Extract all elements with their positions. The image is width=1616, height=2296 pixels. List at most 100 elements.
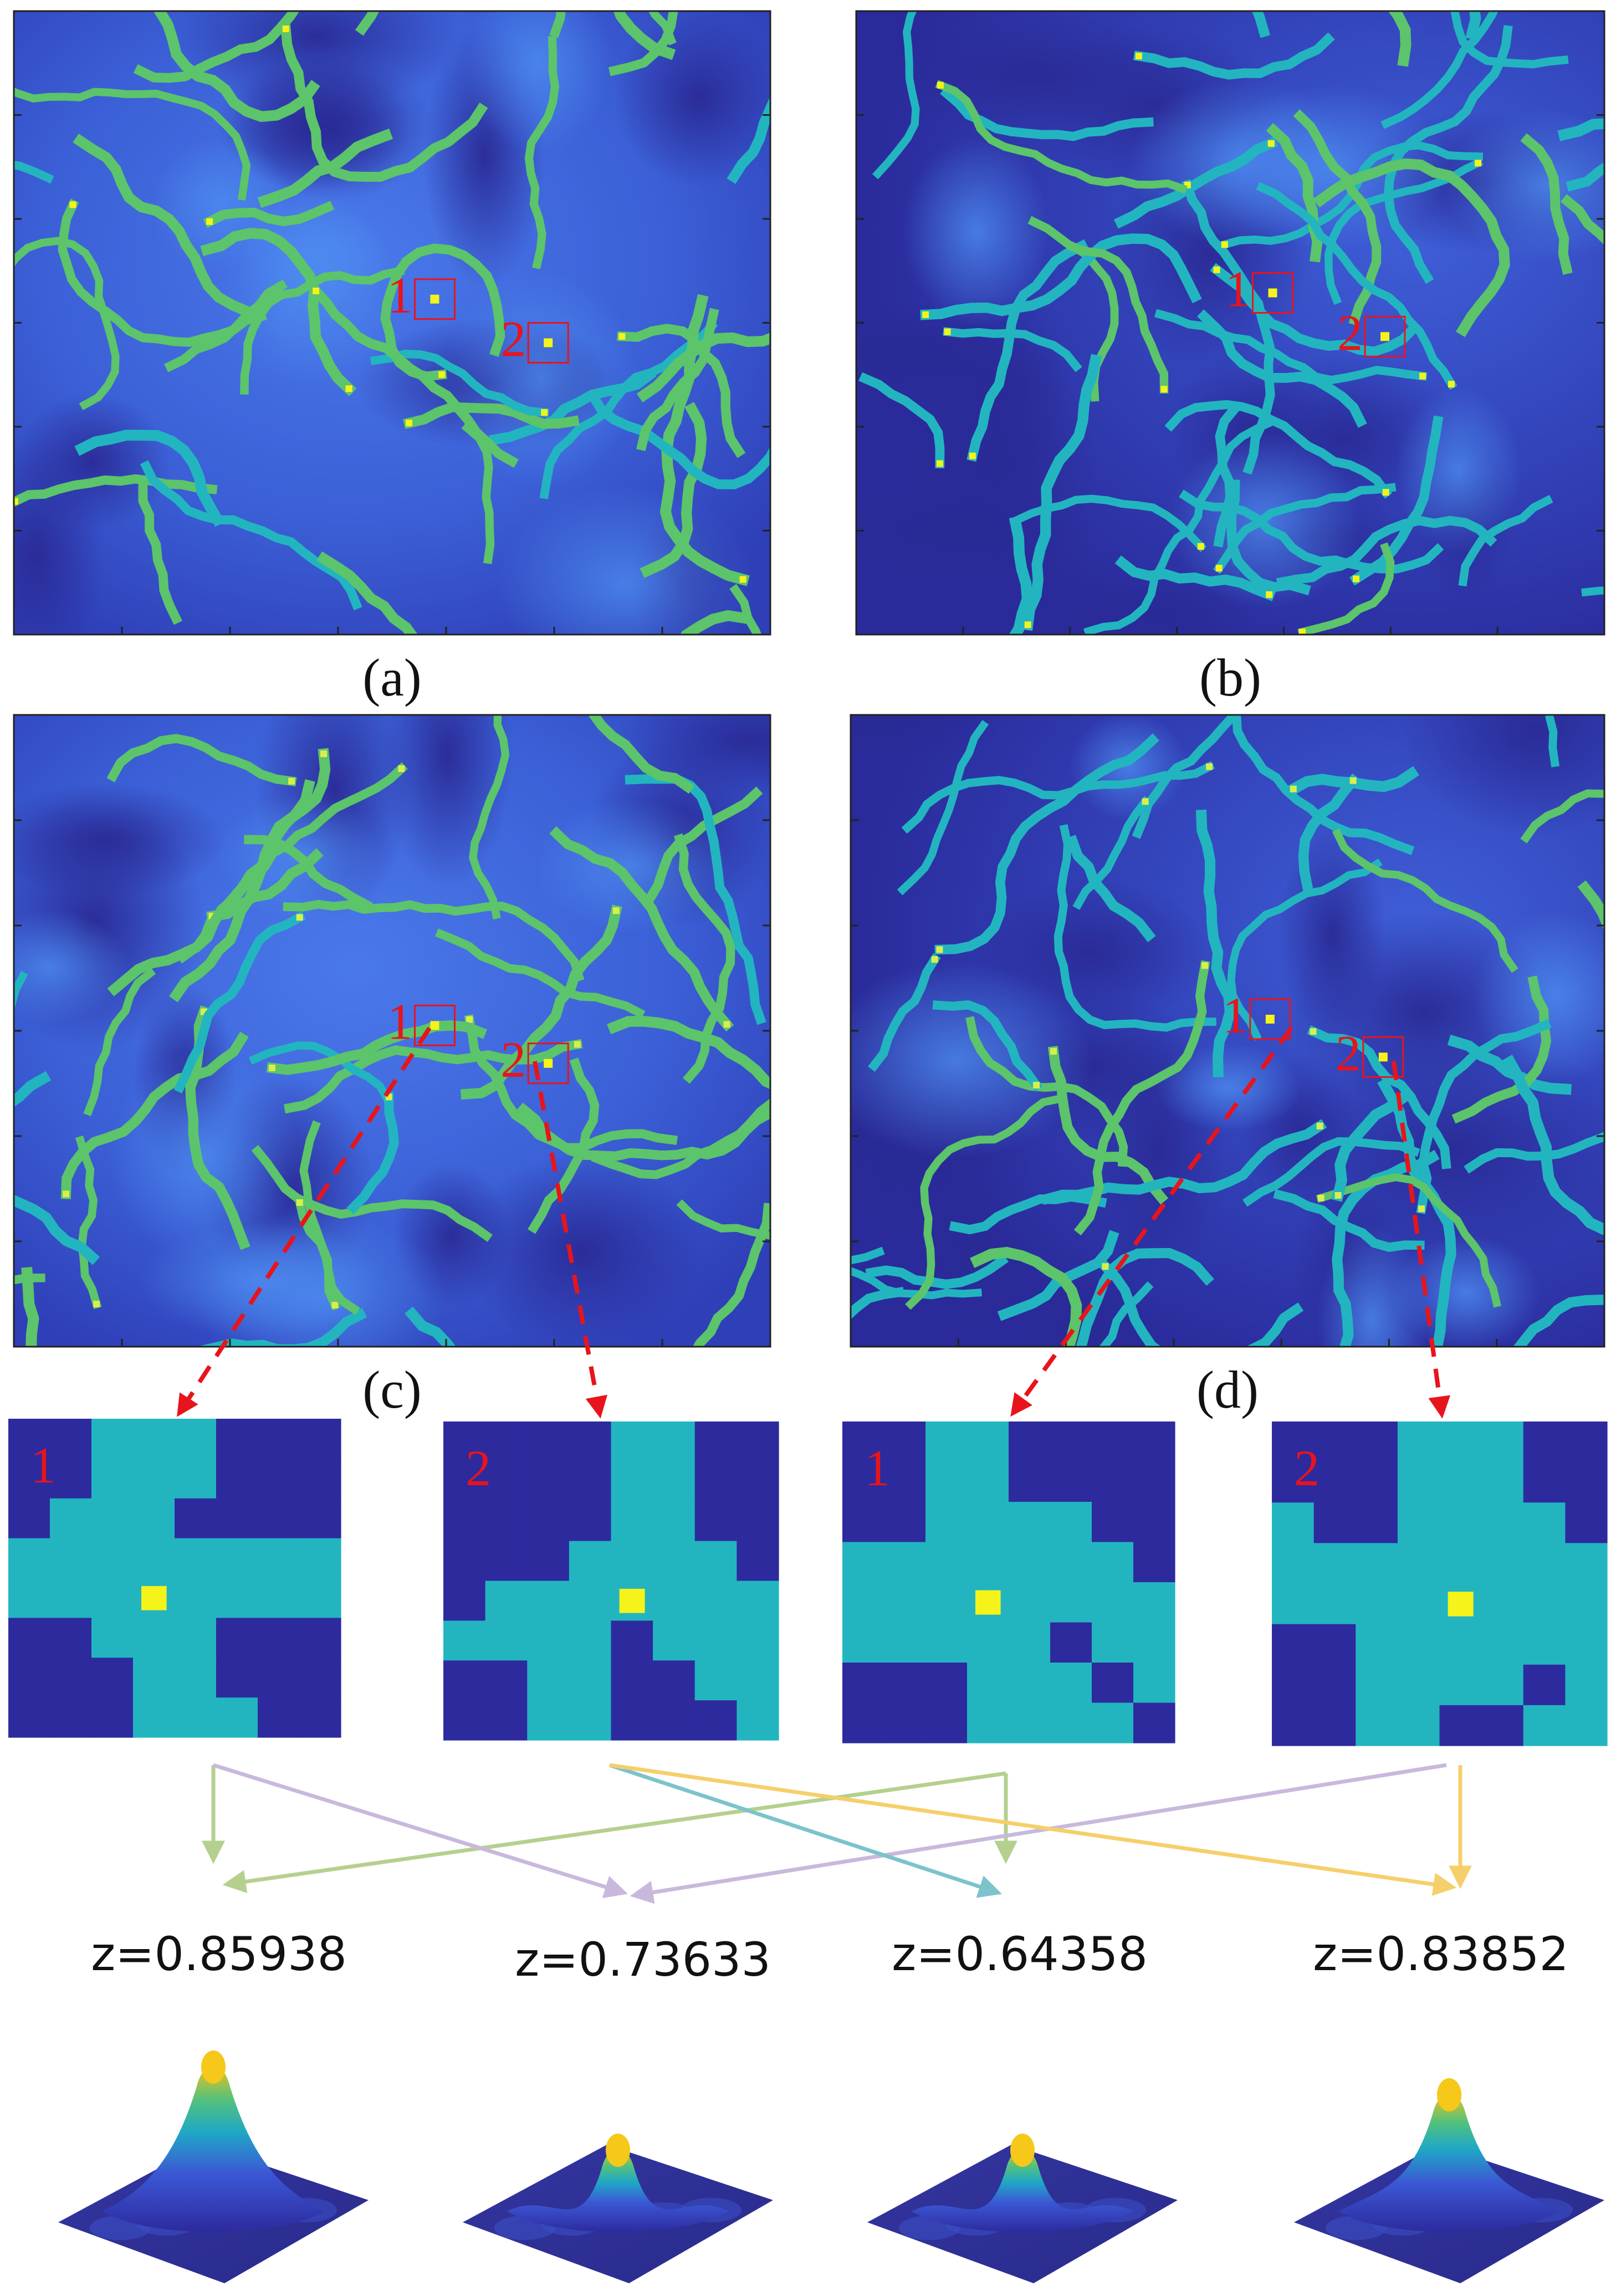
vessel-segment bbox=[1380, 11, 1499, 129]
peak-surface-3: z=0.64358 bbox=[867, 1927, 1178, 2283]
vessel-segment bbox=[1464, 1131, 1604, 1174]
bright-pixel bbox=[1, 85, 8, 91]
patch-pixel bbox=[91, 1538, 134, 1579]
vessel-segment bbox=[1450, 11, 1569, 69]
light-region bbox=[444, 270, 639, 488]
match-arrow bbox=[609, 1763, 1457, 1896]
vessel-segment bbox=[640, 402, 707, 578]
vessel-segment bbox=[73, 134, 254, 318]
vessel-segment bbox=[1313, 158, 1510, 338]
peak-surface-4: z=0.83852 bbox=[1294, 1927, 1604, 2283]
patch-pixel bbox=[1523, 1421, 1566, 1463]
patch-pixel bbox=[216, 1618, 258, 1658]
roi-box-2 bbox=[1364, 315, 1406, 357]
patch-pixel bbox=[1356, 1421, 1398, 1463]
patch-pixel bbox=[653, 1421, 696, 1462]
vessel-segment bbox=[679, 610, 750, 635]
vessel-segment bbox=[943, 327, 1082, 372]
bright-pixel bbox=[1266, 591, 1273, 598]
bright-pixel bbox=[944, 328, 951, 335]
vessel-segment bbox=[1513, 1295, 1604, 1347]
vessel-segment bbox=[1021, 354, 1102, 631]
vessel-segment bbox=[1316, 1173, 1501, 1308]
vessel-segment bbox=[370, 349, 549, 417]
panel-c: 12 bbox=[13, 714, 771, 1348]
dark-region bbox=[381, 715, 514, 888]
vessel-segment bbox=[1133, 32, 1335, 80]
vessel-segment bbox=[240, 266, 405, 395]
vessel-segment bbox=[280, 23, 488, 182]
patch-pixel bbox=[569, 1581, 612, 1621]
patch-pixel bbox=[737, 1581, 779, 1621]
roi-label-2: 2 bbox=[1336, 1025, 1361, 1081]
patch-pixel bbox=[1272, 1462, 1315, 1503]
patch-pixel bbox=[1397, 1462, 1440, 1503]
patch-pixel bbox=[443, 1581, 486, 1621]
bright-pixel bbox=[618, 333, 626, 340]
patch-pixel bbox=[842, 1542, 884, 1583]
vessel-segment bbox=[1073, 960, 1210, 1236]
patch-pixel bbox=[216, 1697, 258, 1738]
patch-pixel bbox=[485, 1461, 528, 1502]
roi-label-2: 2 bbox=[1337, 304, 1363, 361]
patch-pixel bbox=[569, 1421, 612, 1462]
bright-pixel bbox=[1475, 160, 1481, 167]
patch-pixel bbox=[1050, 1622, 1092, 1663]
panel-caption-b: (b) bbox=[1199, 648, 1261, 707]
patch-pixel bbox=[1050, 1663, 1092, 1704]
patch-pixel bbox=[1133, 1461, 1175, 1502]
patch-pixel bbox=[133, 1419, 175, 1459]
patch-pixel bbox=[8, 1419, 50, 1459]
patch-pixel bbox=[443, 1541, 486, 1582]
patch-pixel bbox=[258, 1538, 300, 1579]
vessel-segment bbox=[1451, 975, 1551, 1124]
bright-pixel bbox=[14, 498, 18, 505]
patch-pixel bbox=[1133, 1421, 1175, 1463]
bright-pixel bbox=[612, 907, 620, 914]
patch-pixel bbox=[1133, 1502, 1175, 1543]
z-value-label: z=0.83852 bbox=[1313, 1927, 1569, 1981]
dark-region bbox=[460, 1154, 704, 1347]
patch-center-pixel bbox=[619, 1588, 645, 1613]
patch-pixel bbox=[1523, 1462, 1566, 1503]
patch-pixel bbox=[653, 1461, 696, 1502]
patch-pixel bbox=[175, 1419, 217, 1459]
vessel-segment bbox=[244, 835, 374, 912]
patch-pixel bbox=[1009, 1582, 1051, 1623]
patch-pixel bbox=[258, 1618, 300, 1658]
bright-pixel bbox=[296, 914, 303, 921]
dark-region bbox=[851, 715, 1012, 759]
vessel-segment bbox=[549, 826, 734, 1032]
patch-pixel bbox=[884, 1622, 926, 1663]
patch-pixel bbox=[91, 1658, 134, 1698]
patch-pixel bbox=[8, 1618, 50, 1658]
vessel-segment bbox=[729, 584, 762, 635]
vessel-segment bbox=[138, 480, 183, 625]
patch-pixel bbox=[1397, 1583, 1440, 1625]
patch-pixel bbox=[967, 1663, 1009, 1704]
vessel-segment bbox=[1332, 828, 1518, 973]
vessel-segment bbox=[169, 748, 331, 1003]
bright-pixel bbox=[723, 1021, 730, 1028]
roi-box-2 bbox=[1362, 1036, 1404, 1078]
patch-pixel bbox=[884, 1702, 926, 1743]
vessel-segment bbox=[1256, 182, 1458, 390]
match-arrow bbox=[212, 1763, 628, 1899]
patch-pixel bbox=[527, 1541, 570, 1582]
patch-pixel bbox=[175, 1538, 217, 1579]
bright-pixel bbox=[1310, 1028, 1317, 1035]
patch-pixel bbox=[967, 1461, 1009, 1502]
patch-center-pixel bbox=[141, 1586, 167, 1610]
patch-label: 1 bbox=[865, 1440, 890, 1496]
patch-pixel bbox=[884, 1502, 926, 1543]
vessel-segment bbox=[14, 161, 54, 184]
vessel-segment bbox=[932, 1000, 1043, 1092]
match-arrow bbox=[608, 1763, 1002, 1898]
zoom-patch-4: 2 bbox=[1272, 1421, 1608, 1746]
vessel-segment bbox=[1273, 1189, 1425, 1252]
bright-pixel bbox=[93, 1301, 100, 1307]
patch-pixel bbox=[299, 1458, 341, 1499]
roi-center-pixel bbox=[544, 338, 553, 347]
patch-pixel bbox=[1523, 1705, 1566, 1746]
vessel-segment bbox=[1349, 415, 1444, 586]
